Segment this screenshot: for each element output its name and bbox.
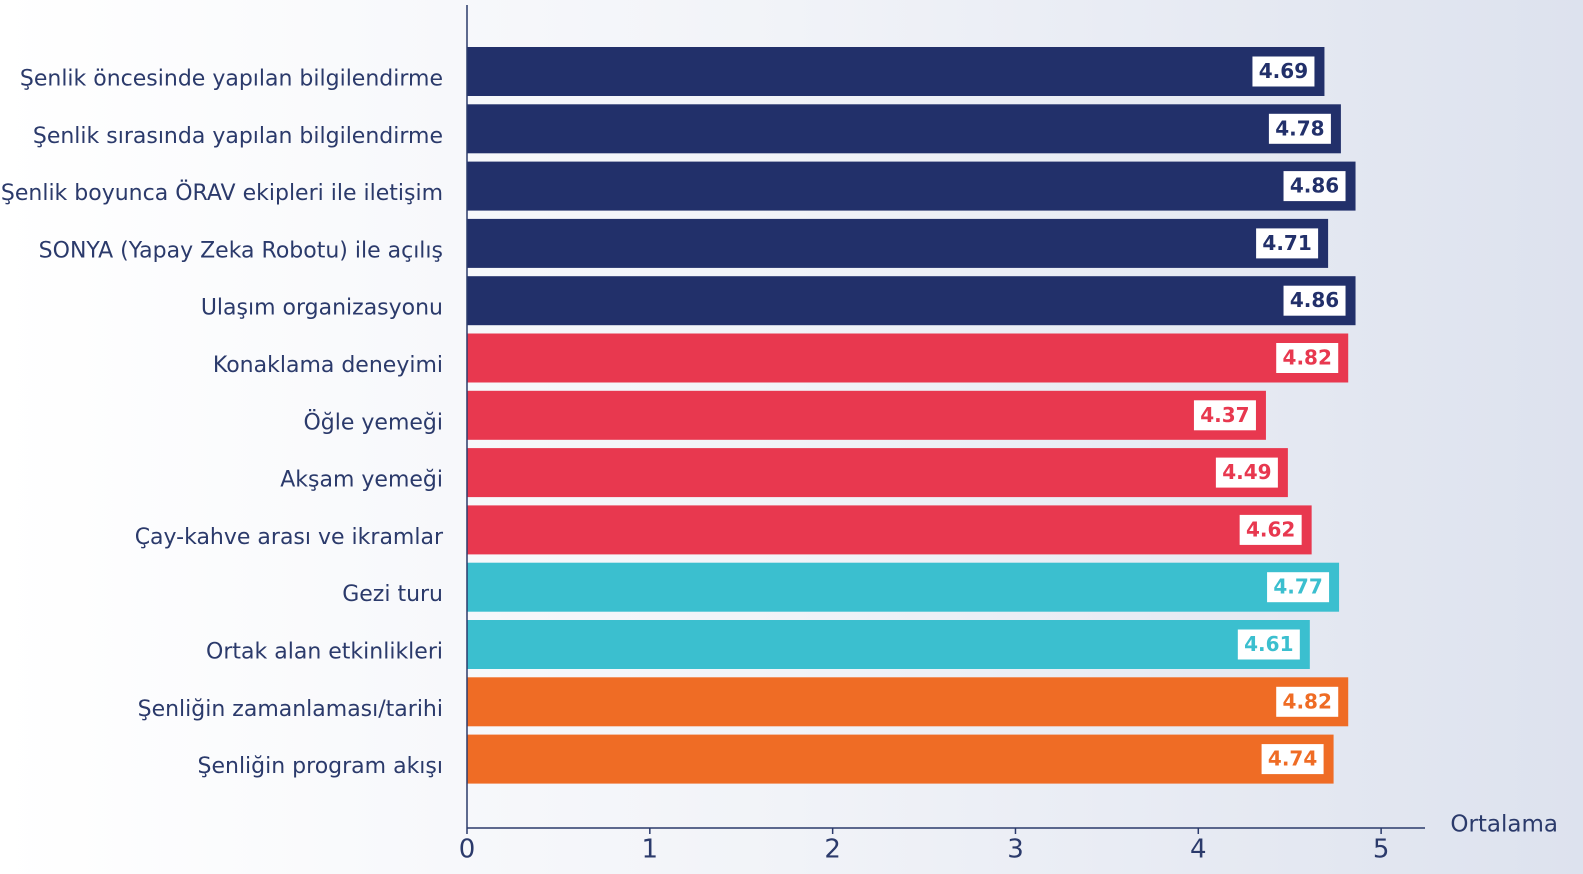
bar — [467, 334, 1348, 383]
value-label: 4.86 — [1290, 288, 1339, 312]
value-label: 4.62 — [1246, 517, 1295, 541]
category-label: SONYA (Yapay Zeka Robotu) ile açılış — [39, 238, 443, 263]
x-tick-label: 3 — [1007, 835, 1024, 865]
x-tick-label: 4 — [1190, 835, 1207, 865]
category-label: Ulaşım organizasyonu — [201, 296, 443, 321]
bar — [467, 563, 1339, 612]
value-label: 4.49 — [1222, 460, 1271, 484]
bar — [467, 735, 1334, 784]
bar — [467, 448, 1288, 497]
value-label: 4.78 — [1275, 116, 1324, 140]
chart: Ortalama Şenlik öncesinde yapılan bilgil… — [0, 0, 1583, 874]
bar — [467, 219, 1328, 268]
x-tick-label: 2 — [824, 835, 841, 865]
bar — [467, 47, 1324, 96]
bar — [467, 505, 1312, 554]
x-tick-label: 1 — [642, 835, 659, 865]
category-label: Şenlik boyunca ÖRAV ekipleri ile iletişi… — [1, 180, 443, 206]
bar — [467, 104, 1341, 153]
category-label: Şenliğin program akışı — [198, 754, 444, 779]
category-label: Öğle yemeği — [303, 409, 443, 435]
category-label: Akşam yemeği — [280, 468, 443, 493]
bar — [467, 677, 1348, 726]
category-label: Gezi turu — [342, 582, 443, 607]
category-label: Ortak alan etkinlikleri — [206, 640, 443, 665]
x-tick-label: 5 — [1373, 835, 1390, 865]
bar — [467, 391, 1266, 440]
bar — [467, 162, 1356, 211]
value-label: 4.77 — [1273, 575, 1322, 599]
bar — [467, 276, 1356, 325]
value-label: 4.61 — [1244, 632, 1293, 656]
value-label: 4.82 — [1283, 346, 1332, 370]
category-label: Şenliğin zamanlaması/tarihi — [138, 697, 443, 722]
value-label: 4.74 — [1268, 747, 1317, 771]
x-tick-label: 0 — [459, 835, 476, 865]
category-label: Konaklama deneyimi — [213, 353, 443, 378]
value-label: 4.82 — [1283, 689, 1332, 713]
category-label: Çay-kahve arası ve ikramlar — [135, 525, 444, 550]
value-label: 4.69 — [1259, 59, 1308, 83]
value-label: 4.71 — [1262, 231, 1311, 255]
bar — [467, 620, 1310, 669]
category-label: Şenlik öncesinde yapılan bilgilendirme — [20, 67, 443, 92]
category-label: Şenlik sırasında yapılan bilgilendirme — [33, 124, 443, 149]
value-label: 4.86 — [1290, 174, 1339, 198]
value-label: 4.37 — [1200, 403, 1249, 427]
x-axis-label: Ortalama — [1450, 812, 1558, 838]
